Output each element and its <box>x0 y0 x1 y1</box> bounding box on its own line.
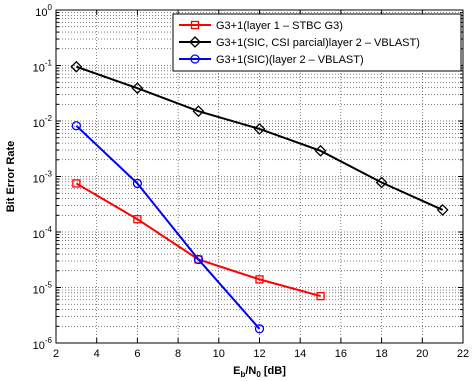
data-point <box>193 254 204 265</box>
x-tick-label: 22 <box>457 348 469 360</box>
x-axis-title: Eb/N0 [dB] <box>233 365 286 379</box>
y-tick-label: 100 <box>35 3 52 19</box>
legend-entry: G3+1(layer 1 – STBC G3) <box>179 20 343 32</box>
legend-box <box>172 13 462 72</box>
data-point <box>133 215 142 224</box>
legend-label: G3+1(SIC, CSI parcial)layer 2 – VBLAST) <box>216 37 420 49</box>
data-point <box>70 60 83 73</box>
x-tick-label: 6 <box>134 348 140 360</box>
data-point <box>436 203 449 216</box>
data-point <box>254 324 265 334</box>
y-tick-label: 10-6 <box>33 336 53 352</box>
plot-frame <box>55 9 464 344</box>
y-tick-label: 10-4 <box>33 225 53 241</box>
x-tick-label: 8 <box>175 348 181 360</box>
y-tick-label: 10-1 <box>33 59 53 75</box>
legend-marker <box>190 20 200 30</box>
x-tick-label: 2 <box>53 348 59 360</box>
x-tick-label: 10 <box>213 348 225 360</box>
data-point <box>71 121 81 131</box>
legend-entry: G3+1(SIC)(layer 2 – VBLAST) <box>179 54 364 66</box>
data-point <box>192 105 205 118</box>
series-circle <box>71 121 265 334</box>
series-line <box>75 125 261 330</box>
x-tick-label: 20 <box>416 348 428 360</box>
series-line <box>76 65 444 211</box>
legend-entry: G3+1(SIC, CSI parcial)layer 2 – VBLAST) <box>179 36 420 49</box>
data-point <box>72 179 81 188</box>
legend-label: G3+1(SIC)(layer 2 – VBLAST) <box>216 54 364 66</box>
data-point <box>375 176 388 189</box>
x-tick-label: 4 <box>94 348 100 360</box>
x-tick-label: 12 <box>253 348 265 360</box>
x-tick-label: 18 <box>375 348 387 360</box>
x-tick-label: 16 <box>335 348 347 360</box>
data-point <box>131 82 144 95</box>
y-tick-label: 10-5 <box>33 281 53 297</box>
legend-marker <box>190 54 200 64</box>
data-point <box>253 122 266 135</box>
data-point <box>255 275 264 284</box>
series-diamond <box>70 60 449 216</box>
legend-marker <box>189 36 201 48</box>
x-tick-label: 14 <box>294 348 306 360</box>
series-layer <box>70 60 449 334</box>
legend-label: G3+1(layer 1 – STBC G3) <box>216 20 343 32</box>
y-axis-title: Bit Error Rate <box>5 141 17 213</box>
y-tick-label: 10-3 <box>33 170 53 186</box>
y-tick-label: 10-2 <box>33 114 53 130</box>
data-point <box>314 144 327 157</box>
tick-labels: 2 4 6 8 10 12 14 16 18 20 22 100 10-1 10-2 10-3 10-4 10-… <box>33 3 470 360</box>
data-point <box>316 291 325 301</box>
data-point <box>132 178 143 189</box>
legend: G3+1(layer 1 – STBC G3) G3+1(SIC, CSI par… <box>172 13 462 72</box>
